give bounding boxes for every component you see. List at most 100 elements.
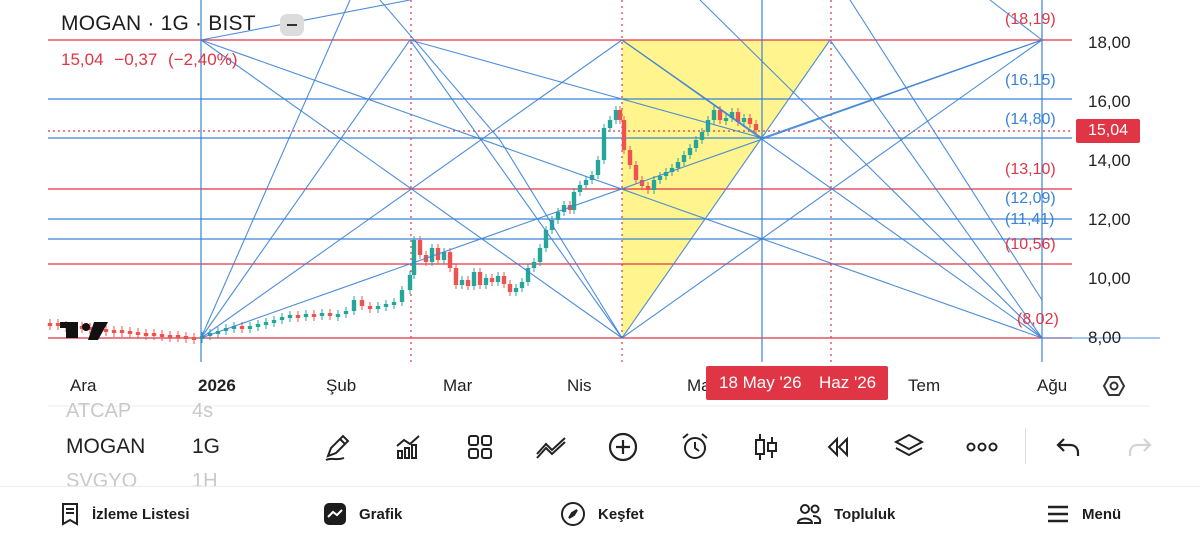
toolbar-divider bbox=[1025, 428, 1026, 464]
candle-body bbox=[519, 282, 525, 288]
time-axis-label: 2026 bbox=[198, 376, 236, 395]
nav-community[interactable]: Topluluk bbox=[796, 497, 895, 531]
candle-body bbox=[183, 336, 189, 339]
watchlist-symbol[interactable]: ATCAP bbox=[66, 400, 132, 422]
candle-body bbox=[47, 323, 53, 326]
candle-body bbox=[151, 333, 157, 336]
gann-fan-line bbox=[989, 0, 1043, 41]
candle-body bbox=[555, 212, 561, 220]
candle-body bbox=[705, 120, 711, 132]
crosshair-next-month: Haz '26 bbox=[819, 373, 877, 392]
gann-fan-line bbox=[621, 39, 831, 339]
gann-fan-line bbox=[829, 39, 1043, 339]
redo-icon[interactable] bbox=[1120, 427, 1160, 467]
time-axis-label: Ma bbox=[687, 376, 711, 395]
candle-body bbox=[471, 272, 477, 286]
candle-body bbox=[477, 272, 483, 285]
nav-menu[interactable]: Menü bbox=[1046, 497, 1121, 531]
logo-part bbox=[60, 322, 78, 328]
candle-body bbox=[383, 304, 389, 307]
level-label: (11,41) bbox=[1005, 211, 1055, 228]
drawing-tools-icon[interactable] bbox=[531, 427, 571, 467]
layers-icon[interactable] bbox=[889, 427, 929, 467]
more-icon[interactable] bbox=[962, 427, 1002, 467]
candle-body bbox=[167, 335, 173, 338]
price-axis-label: 10,00 bbox=[1088, 269, 1131, 288]
candle-body bbox=[135, 332, 141, 335]
candle-body bbox=[617, 110, 623, 120]
time-axis-label: Ağu bbox=[1037, 376, 1068, 395]
nav-label: Keşfet bbox=[598, 505, 644, 523]
pencil-icon[interactable] bbox=[317, 427, 357, 467]
candle-body bbox=[465, 280, 471, 286]
price-chart[interactable] bbox=[0, 0, 1200, 410]
candle-body bbox=[675, 162, 681, 168]
watchlist-symbol[interactable]: MOGAN bbox=[66, 435, 146, 458]
level-label: (12,09) bbox=[1005, 190, 1056, 207]
gann-fan-line bbox=[200, 39, 411, 339]
time-axis-label: Nis bbox=[567, 376, 592, 395]
alarm-icon[interactable] bbox=[675, 427, 715, 467]
nav-explore[interactable]: Keşfet bbox=[560, 497, 644, 531]
chart-settings-icon[interactable] bbox=[1102, 374, 1126, 403]
candle-body bbox=[453, 268, 459, 285]
candle-body bbox=[447, 252, 453, 268]
candle-body bbox=[681, 155, 687, 162]
gann-fan-line bbox=[200, 39, 1043, 339]
candle-body bbox=[657, 176, 663, 180]
gann-fan-line bbox=[200, 39, 623, 339]
gann-fan-line bbox=[699, 0, 1043, 339]
price-axis-label: 18,00 bbox=[1088, 33, 1131, 52]
crosshair-date: 18 May '26 bbox=[719, 373, 802, 392]
candle-body bbox=[507, 284, 513, 292]
candle-body bbox=[255, 324, 261, 327]
templates-icon[interactable] bbox=[460, 427, 500, 467]
nav-label: İzleme Listesi bbox=[92, 505, 190, 523]
candle-body bbox=[311, 314, 317, 317]
time-axis-label: Mar bbox=[443, 376, 473, 395]
candle-body bbox=[495, 276, 501, 282]
level-label: (18,19) bbox=[1005, 11, 1056, 28]
candle-body bbox=[525, 268, 531, 282]
nav-label: Menü bbox=[1082, 505, 1122, 523]
candle-body bbox=[143, 333, 149, 336]
candle-body bbox=[571, 192, 577, 210]
price-axis-label: 12,00 bbox=[1088, 210, 1131, 229]
candle-body bbox=[417, 240, 423, 255]
replay-icon[interactable] bbox=[818, 427, 858, 467]
time-axis-label: Ara bbox=[70, 376, 97, 395]
price-axis-label: 14,00 bbox=[1088, 151, 1131, 170]
candle-body bbox=[693, 140, 699, 148]
candle-body bbox=[295, 315, 301, 318]
candle-body bbox=[87, 327, 93, 330]
add-icon[interactable] bbox=[603, 427, 643, 467]
nav-chart[interactable]: Grafik bbox=[323, 497, 402, 531]
candle-body bbox=[741, 118, 747, 122]
candle-body bbox=[407, 275, 413, 290]
candle-body bbox=[669, 168, 675, 172]
candle-body bbox=[699, 132, 705, 140]
gann-fan-line bbox=[409, 39, 623, 339]
candle-body bbox=[531, 262, 537, 268]
candle-body bbox=[583, 180, 589, 185]
candle-style-icon[interactable] bbox=[746, 427, 786, 467]
gann-fan-line bbox=[200, 0, 351, 339]
candle-body bbox=[729, 112, 735, 118]
gann-fan-line bbox=[621, 39, 1043, 339]
collapse-button[interactable] bbox=[280, 14, 304, 36]
candle-body bbox=[159, 334, 165, 337]
candle-body bbox=[303, 314, 309, 317]
candle-body bbox=[441, 252, 447, 260]
level-label: (13,10) bbox=[1005, 161, 1056, 178]
candle-body bbox=[359, 300, 365, 306]
gann-fan-line bbox=[379, 0, 501, 141]
candle-body bbox=[271, 320, 277, 323]
candle-body bbox=[601, 128, 607, 160]
candle-body bbox=[645, 186, 651, 190]
bottom-navigation: İzleme Listesi Grafik Keşfet Topluluk Me… bbox=[0, 486, 1200, 540]
indicators-icon[interactable] bbox=[388, 427, 428, 467]
undo-icon[interactable] bbox=[1048, 427, 1088, 467]
nav-watchlist[interactable]: İzleme Listesi bbox=[60, 497, 190, 531]
candle-body bbox=[633, 165, 639, 180]
candle-body bbox=[613, 110, 619, 120]
